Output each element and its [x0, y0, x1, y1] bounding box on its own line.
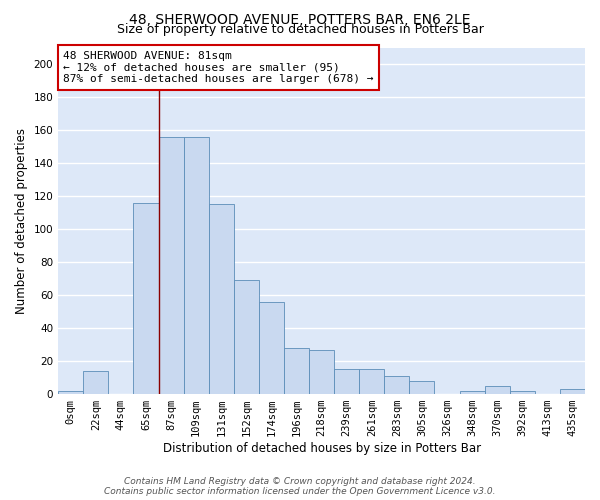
Bar — [259, 302, 284, 394]
Y-axis label: Number of detached properties: Number of detached properties — [15, 128, 28, 314]
Text: Contains HM Land Registry data © Crown copyright and database right 2024.
Contai: Contains HM Land Registry data © Crown c… — [104, 476, 496, 496]
Bar — [560, 389, 585, 394]
Bar — [133, 202, 158, 394]
Bar — [58, 391, 83, 394]
Bar — [460, 391, 485, 394]
Bar — [334, 370, 359, 394]
Bar — [309, 350, 334, 394]
Bar — [409, 381, 434, 394]
Bar — [284, 348, 309, 394]
Bar — [83, 371, 109, 394]
Text: 48, SHERWOOD AVENUE, POTTERS BAR, EN6 2LE: 48, SHERWOOD AVENUE, POTTERS BAR, EN6 2L… — [129, 12, 471, 26]
Bar — [184, 136, 209, 394]
Text: 48 SHERWOOD AVENUE: 81sqm
← 12% of detached houses are smaller (95)
87% of semi-: 48 SHERWOOD AVENUE: 81sqm ← 12% of detac… — [64, 51, 374, 84]
X-axis label: Distribution of detached houses by size in Potters Bar: Distribution of detached houses by size … — [163, 442, 481, 455]
Text: Size of property relative to detached houses in Potters Bar: Size of property relative to detached ho… — [116, 22, 484, 36]
Bar — [485, 386, 510, 394]
Bar — [359, 370, 385, 394]
Bar — [234, 280, 259, 394]
Bar — [510, 391, 535, 394]
Bar — [158, 136, 184, 394]
Bar — [385, 376, 409, 394]
Bar — [209, 204, 234, 394]
